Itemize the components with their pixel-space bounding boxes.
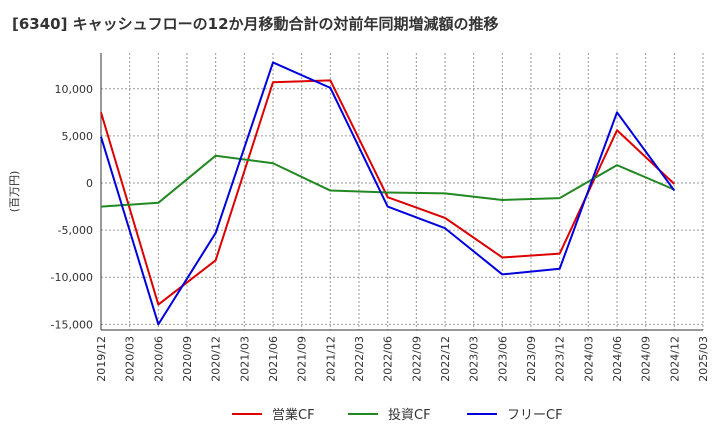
plot-area: [101, 53, 703, 330]
x-tick-label: 2023/09: [525, 336, 538, 382]
x-tick-label: 2020/12: [210, 336, 223, 382]
x-tick-label: 2020/03: [124, 336, 137, 382]
x-tick-label: 2022/09: [410, 336, 423, 382]
x-tick-label: 2023/06: [496, 336, 509, 382]
x-tick-label: 2021/12: [324, 336, 337, 382]
legend-label: フリーCF: [507, 408, 563, 423]
x-tick-label: 2020/06: [152, 336, 165, 382]
series-line: [100, 79, 676, 306]
x-tick-label: 2024/09: [640, 336, 653, 382]
y-tick-label: -10,000: [51, 271, 93, 284]
legend-label: 営業CF: [272, 407, 315, 423]
x-tick-label: 2023/03: [468, 336, 481, 382]
x-tick-label: 2025/03: [697, 336, 710, 382]
y-tick-label: -5,000: [58, 224, 93, 237]
series-line: [100, 61, 676, 326]
x-tick-label: 2022/03: [353, 336, 366, 382]
legend-label: 投資CF: [388, 407, 431, 423]
x-tick-label: 2022/12: [439, 336, 452, 382]
x-tick-label: 2021/09: [296, 336, 309, 382]
y-tick-label: 5,000: [62, 130, 94, 143]
x-tick-label: 2019/12: [95, 336, 108, 382]
chart-title: [6340] キャッシュフローの12か月移動合計の対前年同期増減額の推移: [12, 15, 499, 33]
y-tick-label: -15,000: [51, 318, 93, 331]
y-axis-label: (百万円): [8, 171, 21, 213]
x-tick-label: 2020/09: [181, 336, 194, 382]
x-tick-label: 2023/12: [554, 336, 567, 382]
y-tick-label: 10,000: [55, 83, 94, 96]
x-tick-label: 2024/06: [611, 336, 624, 382]
x-tick-label: 2024/12: [668, 336, 681, 382]
x-tick-label: 2021/06: [267, 336, 280, 382]
x-tick-label: 2021/03: [238, 336, 251, 382]
series-line: [100, 154, 675, 208]
x-tick-label: 2022/06: [382, 336, 395, 382]
x-tick-label: 2024/03: [582, 336, 595, 382]
y-tick-label: 0: [86, 177, 93, 190]
